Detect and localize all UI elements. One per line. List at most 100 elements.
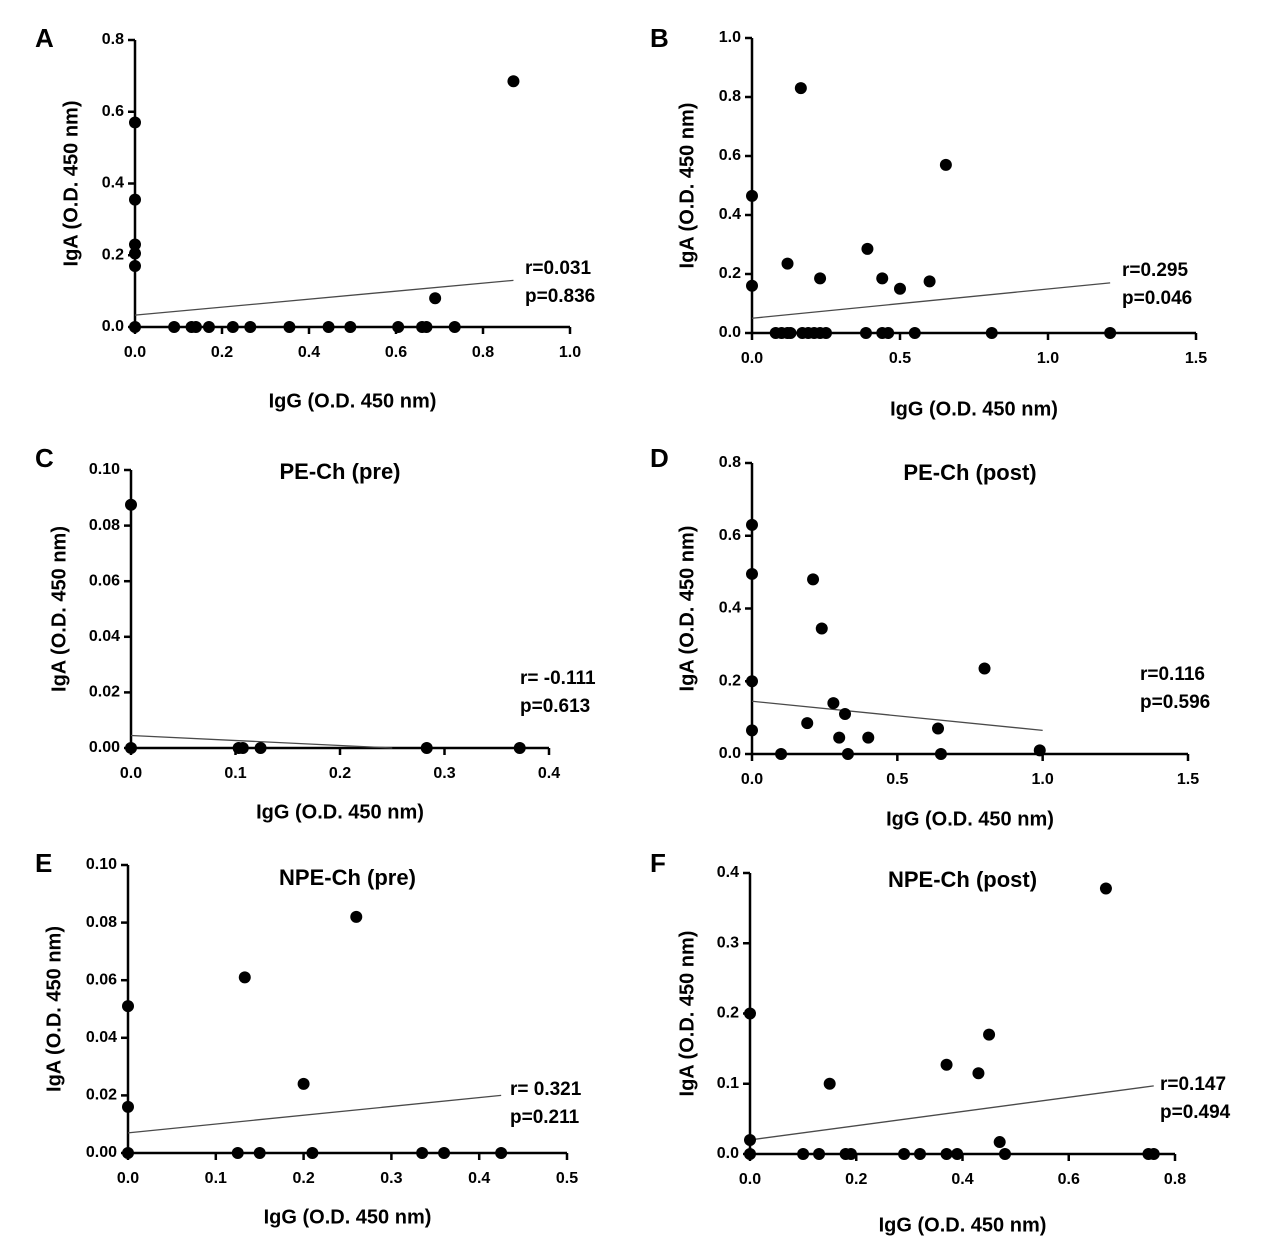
data-point: [784, 327, 797, 339]
x-tick-label: 0.8: [1164, 1171, 1186, 1188]
y-tick-label: 0.06: [86, 971, 117, 988]
y-axis-label: IgA (O.D. 450 nm): [676, 931, 698, 1097]
data-point: [420, 742, 433, 754]
y-tick-label: 0.2: [719, 265, 741, 282]
panel-e: E NPE-Ch (pre) 0.00 0.02 0.04 0.06 0.08 0.10 0.0…: [35, 848, 582, 1228]
panel-c: C PE-Ch (pre) 0.00 0.02 0.04 0.06 0.08 0.10 0.0 0…: [35, 443, 596, 823]
data-point: [495, 1147, 508, 1159]
data-point: [999, 1148, 1011, 1160]
x-tick-label: 1.0: [1032, 771, 1054, 788]
data-point: [254, 742, 267, 754]
y-tick-label: 0.2: [717, 1005, 739, 1022]
data-point: [125, 498, 137, 511]
data-point: [744, 1133, 756, 1146]
data-point: [844, 1148, 857, 1160]
panel-letter: A: [35, 23, 54, 53]
data-point: [125, 742, 137, 754]
regression-line: [130, 734, 393, 749]
data-point: [794, 82, 807, 95]
regression-line: [134, 279, 514, 316]
data-point: [129, 238, 141, 251]
y-axis-label: IgA (O.D. 450 nm): [676, 103, 698, 269]
data-point: [894, 282, 906, 295]
x-tick-label: 0.5: [556, 1170, 578, 1187]
data-point: [1033, 744, 1046, 757]
data-point: [253, 1147, 266, 1159]
data-point: [344, 321, 357, 333]
x-tick-label: 0.3: [380, 1170, 402, 1187]
data-point: [322, 321, 335, 333]
data-point: [429, 292, 442, 305]
y-tick-label: 0.8: [102, 31, 124, 48]
panel-d: D PE-Ch (post) 0.0 0.2 0.4 0.6 0.8 0.0 0.5 1.0 1.5…: [650, 443, 1210, 830]
data-point: [392, 321, 405, 333]
data-point: [797, 1148, 810, 1160]
x-axis-label: IgG (O.D. 450 nm): [264, 1206, 432, 1228]
y-tick-label: 0.6: [719, 527, 741, 544]
data-point: [420, 321, 433, 333]
r-value: r=0.295: [1122, 260, 1188, 281]
data-point: [226, 321, 239, 333]
data-point: [939, 158, 952, 171]
panel-title: PE-Ch (post): [903, 460, 1036, 485]
data-point: [283, 321, 296, 333]
data-point: [983, 1028, 996, 1041]
y-tick-label: 0.0: [719, 745, 741, 762]
data-point: [882, 327, 895, 339]
x-tick-label: 0.6: [385, 344, 407, 361]
y-tick-label: 0.4: [717, 864, 739, 881]
y-tick-label: 0.2: [102, 246, 124, 263]
regression-line: [749, 1085, 1154, 1141]
data-point: [438, 1147, 451, 1159]
x-tick-label: 0.1: [224, 765, 246, 782]
data-point: [448, 321, 461, 333]
data-point: [934, 748, 947, 760]
data-point: [129, 321, 141, 333]
x-tick-label: 1.5: [1185, 350, 1207, 367]
x-tick-label: 0.0: [741, 350, 763, 367]
x-tick-label: 1.0: [559, 344, 581, 361]
y-tick-label: 0.2: [719, 672, 741, 689]
x-tick-label: 0.5: [889, 350, 911, 367]
data-point: [859, 327, 872, 339]
data-point: [1147, 1148, 1160, 1160]
p-value: p=0.613: [520, 696, 590, 717]
p-value: p=0.836: [525, 286, 595, 307]
data-point: [951, 1148, 964, 1160]
y-tick-label: 0.0: [102, 318, 124, 335]
data-point: [993, 1136, 1006, 1149]
y-tick-label: 1.0: [719, 29, 741, 46]
data-point: [122, 1147, 134, 1159]
panel-title: PE-Ch (pre): [280, 459, 401, 484]
data-point: [923, 275, 936, 288]
data-point: [1104, 327, 1117, 339]
panel-title: NPE-Ch (post): [888, 867, 1037, 892]
y-tick-label: 0.02: [86, 1087, 117, 1104]
y-tick-label: 0.4: [719, 600, 741, 617]
panel-b: B 0.0 0.2 0.4 0.6 0.8 1.0 0.0 0.5 1.0 1.5 IgG (O.D.…: [650, 23, 1207, 420]
x-tick-label: 1.0: [1037, 350, 1059, 367]
data-point: [833, 731, 846, 744]
data-point: [507, 75, 520, 88]
y-tick-label: 0.4: [719, 206, 741, 223]
data-point: [841, 748, 854, 760]
x-tick-label: 0.6: [1058, 1171, 1080, 1188]
x-tick-label: 0.4: [538, 765, 560, 782]
x-tick-label: 0.0: [120, 765, 142, 782]
y-axis-label: IgA (O.D. 450 nm): [60, 101, 82, 267]
data-point: [416, 1147, 429, 1159]
data-point: [876, 272, 889, 285]
x-tick-label: 0.0: [739, 1171, 761, 1188]
data-point: [189, 321, 202, 333]
p-value: p=0.494: [1160, 1102, 1231, 1123]
data-point: [827, 697, 840, 710]
data-point: [746, 518, 758, 531]
data-point: [775, 748, 788, 760]
y-axis-label: IgA (O.D. 450 nm): [676, 526, 698, 692]
p-value: p=0.596: [1140, 692, 1210, 713]
panel-letter: E: [35, 848, 52, 878]
x-axis-label: IgG (O.D. 450 nm): [890, 398, 1058, 420]
data-point: [978, 662, 991, 675]
data-point: [781, 257, 794, 270]
